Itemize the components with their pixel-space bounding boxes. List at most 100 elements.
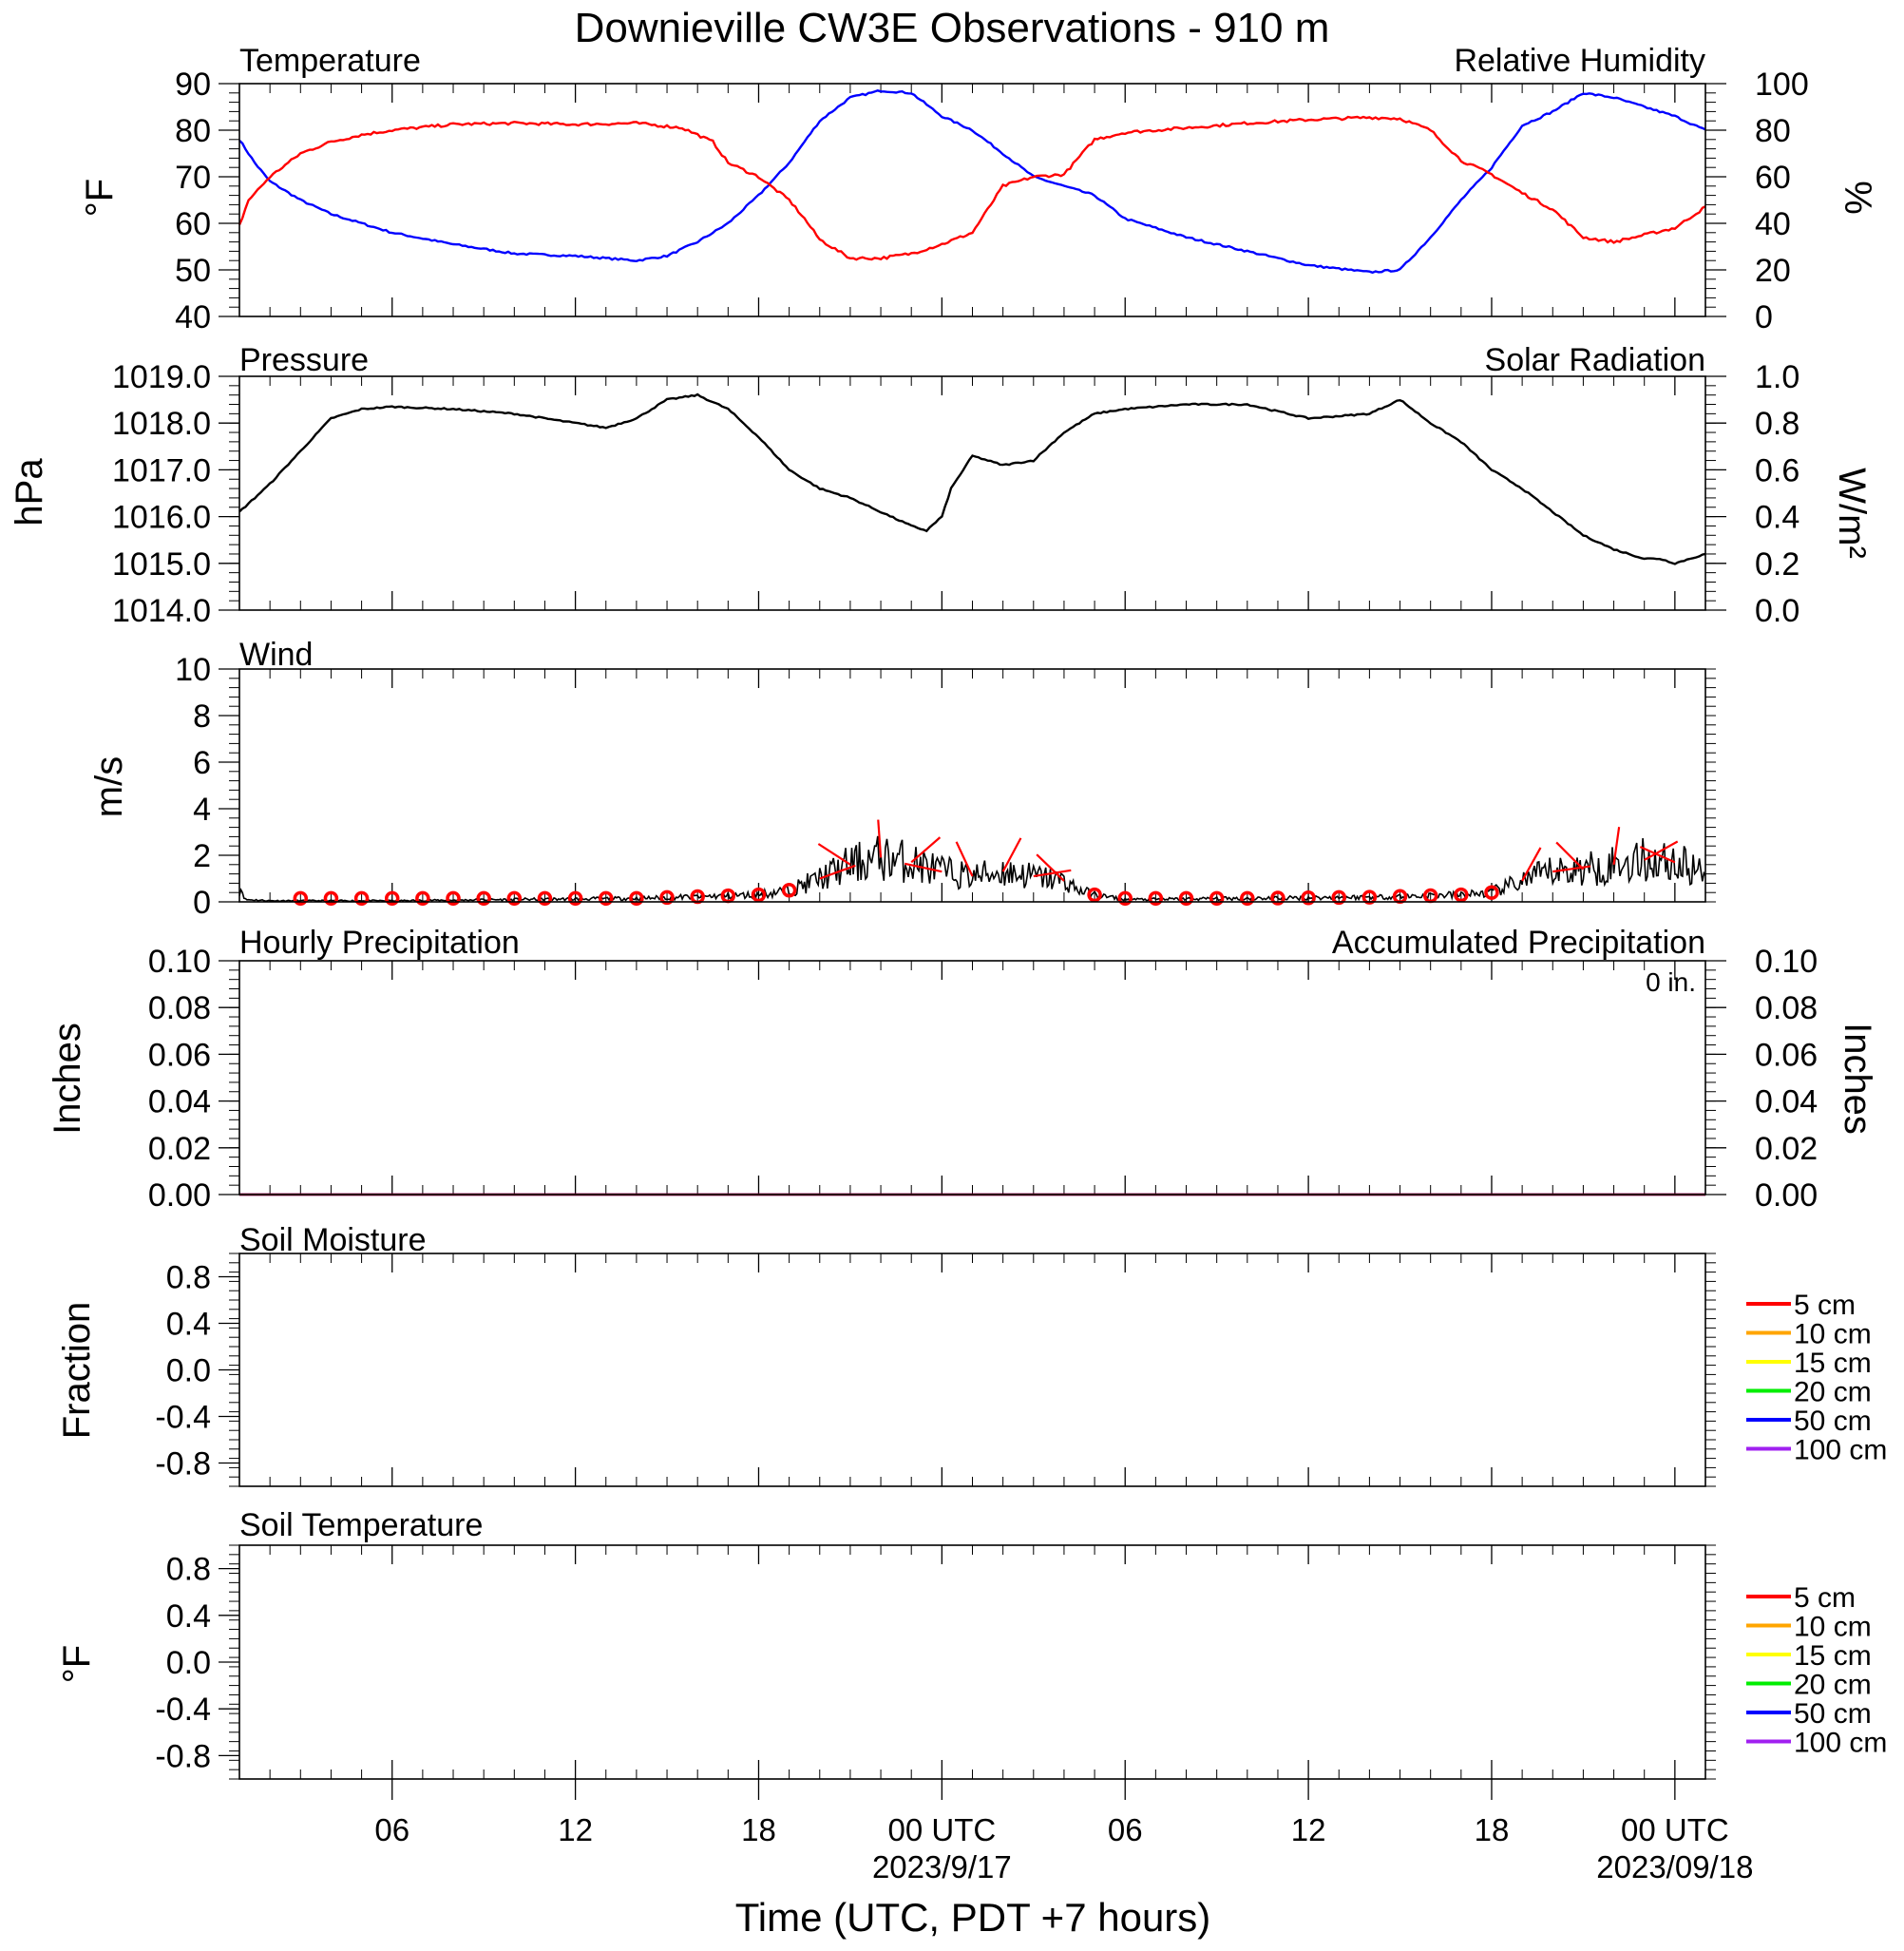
hourly-precip-unit: Inches — [47, 1023, 88, 1135]
y-tick-label: 40 — [1755, 206, 1791, 242]
calm-wind-marker — [1454, 887, 1469, 903]
temp-rh-axes: 90 80 70 60 50 40 100 80 60 40 20 0 — [175, 67, 1809, 335]
y-tick-label: -0.4 — [155, 1400, 211, 1436]
y-tick-label: 0.10 — [1755, 944, 1818, 980]
legend-label: 15 cm — [1794, 1348, 1872, 1379]
y-tick-label: 0 — [193, 885, 211, 921]
wind-barb — [1036, 853, 1065, 882]
calm-wind-marker — [1240, 890, 1255, 907]
temperature-unit: °F — [79, 179, 121, 217]
x-tick-label: 06 — [1108, 1812, 1143, 1847]
panel-wind: Wind m/s 10 8 6 4 2 0 — [88, 637, 1716, 921]
precip-axes: 0.10 0.08 0.06 0.04 0.02 0.00 0.10 0.08 0.06 0.04… — [148, 944, 1818, 1214]
calm-wind-marker — [751, 887, 767, 903]
wind-barb — [955, 841, 974, 877]
calm-wind-marker — [384, 890, 400, 907]
y-tick-label: 0.06 — [148, 1037, 211, 1073]
legend-label: 50 cm — [1794, 1406, 1872, 1437]
calm-wind-marker — [353, 890, 370, 907]
pressure-axes: 1019.0 1018.0 1017.0 1016.0 1015.0 1014.0 1.0 0… — [112, 359, 1799, 629]
wind-title: Wind — [239, 637, 313, 673]
y-tick-label: 70 — [175, 160, 211, 196]
soil-moisture-title: Soil Moisture — [239, 1222, 427, 1258]
calm-wind-marker — [781, 883, 797, 898]
calm-wind-marker — [1087, 887, 1102, 903]
y-tick-label: 0.08 — [148, 990, 211, 1026]
y-tick-label: 80 — [1755, 113, 1791, 149]
calm-wind-marker — [629, 890, 644, 907]
y-tick-label: 0.06 — [1755, 1037, 1818, 1073]
wind-axes: 10 8 6 4 2 0 — [175, 652, 1716, 921]
legend-label: 100 cm — [1794, 1435, 1887, 1466]
y-tick-label: 1018.0 — [112, 406, 211, 442]
calm-wind-marker — [537, 890, 553, 907]
soil-temp-unit: °F — [56, 1645, 98, 1683]
panel-temp-rh: Temperature Relative Humidity °F % 90 80 7… — [79, 43, 1878, 335]
x-date-label: 2023/9/17 — [872, 1849, 1012, 1884]
x-tick-label: 00 UTC — [888, 1812, 997, 1847]
accum-precip-title: Accumulated Precipitation — [1332, 925, 1705, 961]
y-tick-label: 80 — [175, 113, 211, 149]
panel-precip: Hourly Precipitation Accumulated Precipi… — [47, 925, 1878, 1214]
y-tick-label: 0.08 — [1755, 990, 1818, 1026]
wind-barb — [817, 843, 851, 866]
legend-label: 5 cm — [1794, 1290, 1856, 1321]
temperature-line — [238, 89, 1706, 275]
y-tick-label: 10 — [175, 652, 211, 688]
wind-barb — [1555, 841, 1585, 870]
legend-label: 10 cm — [1794, 1319, 1872, 1350]
y-tick-label: 0.00 — [1755, 1177, 1818, 1214]
y-tick-label: 0.8 — [166, 1260, 211, 1296]
panel-soil-temp: Soil Temperature °F 0.8 0.4 0.0 -0.4 -0.8 5 … — [56, 1507, 1887, 1780]
calm-wind-marker — [567, 890, 583, 907]
soil-moisture-axes: 0.8 0.4 0.0 -0.4 -0.8 — [155, 1253, 1716, 1487]
wind-barb — [1033, 869, 1072, 878]
panel-soil-moisture: Soil Moisture Fraction 0.8 0.4 0.0 -0.4 -0.8… — [56, 1222, 1887, 1487]
legend-label: 20 cm — [1794, 1377, 1872, 1408]
x-tick-label: 12 — [1291, 1812, 1326, 1847]
calm-wind-marker — [599, 890, 614, 907]
y-tick-label: 2 — [193, 838, 211, 874]
calm-wind-marker — [323, 890, 339, 907]
y-tick-label: 0.04 — [1755, 1084, 1818, 1120]
calm-wind-marker — [476, 890, 491, 907]
panel-pressure: Pressure Solar Radiation hPa W/m² 1019.0… — [9, 342, 1873, 629]
y-tick-label: 1017.0 — [112, 452, 211, 488]
calm-wind-marker — [659, 889, 675, 906]
calm-wind-marker — [506, 890, 523, 907]
y-tick-label: 100 — [1755, 67, 1809, 103]
y-tick-label: 0.0 — [1755, 593, 1799, 629]
y-tick-label: 0 — [1755, 299, 1773, 335]
y-tick-label: 1015.0 — [112, 546, 211, 583]
soil-temp-axes: 0.8 0.4 0.0 -0.4 -0.8 — [155, 1544, 1716, 1780]
pressure-line — [238, 392, 1706, 565]
wind-speed-line — [238, 835, 1706, 903]
y-tick-label: 0.0 — [166, 1353, 211, 1389]
calm-wind-marker — [1484, 885, 1499, 900]
y-tick-label: 0.2 — [1755, 546, 1799, 583]
accum-precip-unit: Inches — [1837, 1023, 1878, 1135]
y-tick-label: 0.4 — [1755, 500, 1799, 536]
legend-label: 15 cm — [1794, 1640, 1872, 1672]
wind-unit: m/s — [88, 756, 130, 817]
wind-barbs — [293, 819, 1679, 907]
solar-unit: W/m² — [1831, 468, 1873, 559]
y-tick-label: 1.0 — [1755, 359, 1799, 395]
calm-wind-marker — [1331, 889, 1346, 906]
pressure-unit: hPa — [9, 458, 50, 526]
wind-barb — [1521, 847, 1542, 882]
humidity-line — [238, 115, 1706, 261]
y-tick-label: -0.4 — [155, 1692, 211, 1728]
y-tick-label: 1014.0 — [112, 593, 211, 629]
wind-barb — [1612, 827, 1621, 865]
legend-label: 5 cm — [1794, 1582, 1856, 1614]
calm-wind-marker — [293, 890, 309, 907]
y-tick-label: 0.02 — [148, 1131, 211, 1167]
y-tick-label: 8 — [193, 698, 211, 735]
y-tick-label: 0.8 — [166, 1552, 211, 1588]
legend-label: 10 cm — [1794, 1612, 1872, 1643]
legend-label: 20 cm — [1794, 1670, 1872, 1701]
